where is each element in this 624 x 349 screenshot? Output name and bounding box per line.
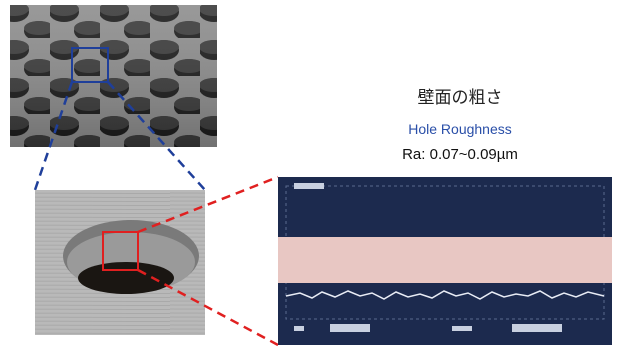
page: 壁面の粗さ Hole Roughness Ra: 0.07~0.09µm (()… (0, 0, 624, 349)
roughness-screen (278, 177, 612, 345)
roughness-value: Ra: 0.07~0.09µm (402, 146, 518, 163)
sem-top-image (10, 5, 217, 147)
heading-english: Hole Roughness (408, 121, 512, 137)
sem-hole-image (35, 190, 205, 335)
heading-japanese: 壁面の粗さ (418, 88, 503, 108)
figure: 壁面の粗さ Hole Roughness Ra: 0.07~0.09µm (0, 0, 624, 349)
